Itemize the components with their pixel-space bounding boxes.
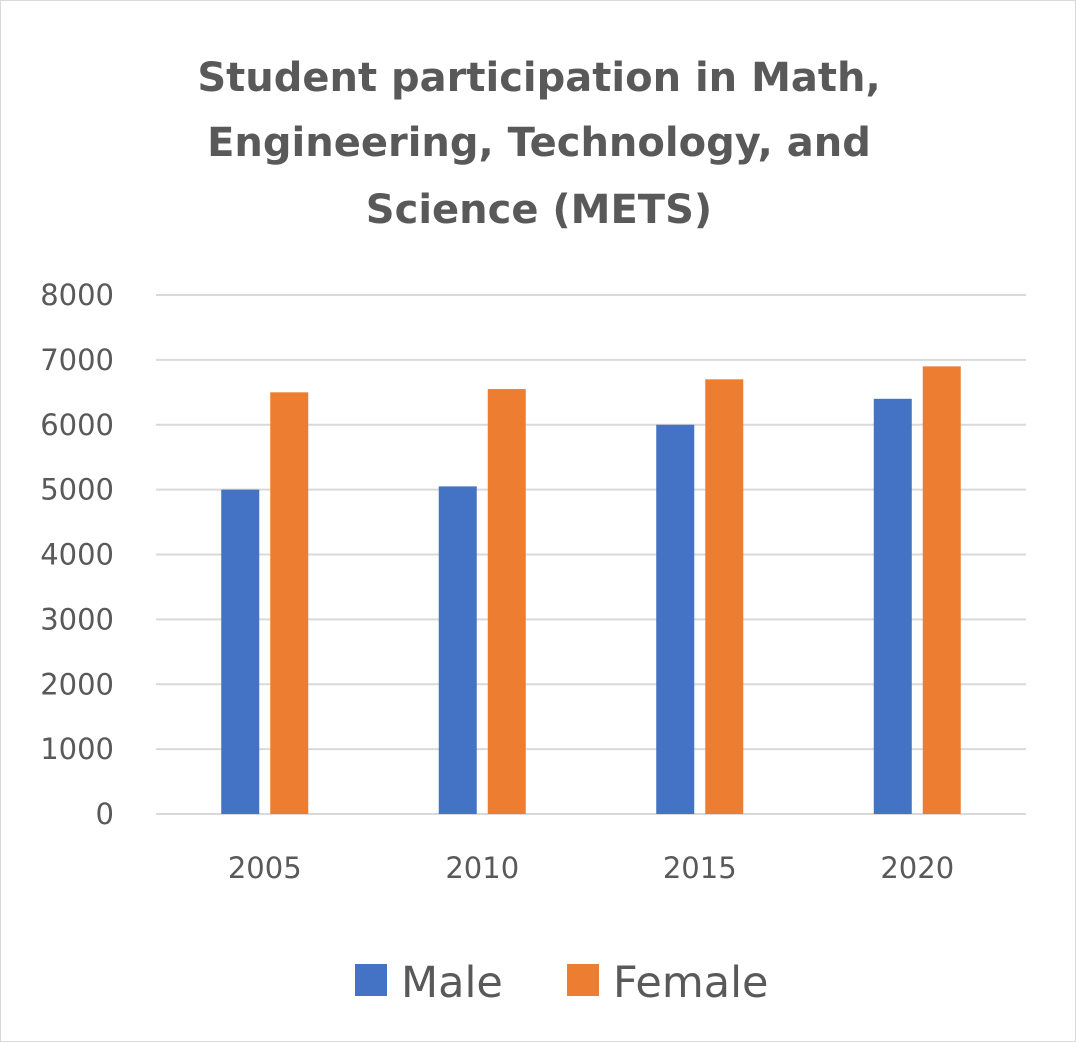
x-tick-label: 2020 — [880, 851, 954, 885]
bar-female-2005 — [270, 392, 309, 814]
x-tick-label: 2015 — [663, 851, 737, 885]
chart-title: Student participation in Math, Engineeri… — [197, 55, 880, 233]
bar-male-2010 — [438, 486, 477, 814]
y-tick-label: 2000 — [40, 667, 114, 701]
legend-label-male: Male — [401, 958, 503, 1008]
legend-label-female: Female — [613, 958, 768, 1008]
y-tick-label: 4000 — [40, 538, 114, 572]
y-tick-label: 3000 — [40, 602, 114, 636]
legend-swatch-female — [567, 964, 599, 996]
y-tick-label: 6000 — [40, 408, 114, 442]
y-tick-label: 7000 — [40, 343, 114, 377]
bar-male-2020 — [873, 398, 912, 814]
bar-female-2015 — [705, 379, 744, 814]
legend: Male Female — [355, 958, 768, 1008]
x-axis-ticks: 2005 2010 2015 2020 — [228, 851, 954, 885]
chart-title-line-1: Student participation in Math, — [197, 55, 880, 101]
x-tick-label: 2010 — [445, 851, 519, 885]
y-tick-label: 8000 — [40, 278, 114, 312]
y-tick-label: 1000 — [40, 732, 114, 766]
y-tick-label: 5000 — [40, 473, 114, 507]
y-axis-ticks: 0 1000 2000 3000 4000 5000 6000 7000 8000 — [40, 278, 114, 831]
bar-male-2005 — [221, 489, 260, 814]
chart-title-line-2: Engineering, Technology, and — [207, 120, 871, 166]
bar-female-2020 — [922, 366, 961, 814]
legend-swatch-male — [355, 964, 387, 996]
y-tick-label: 0 — [96, 797, 114, 831]
bar-female-2010 — [487, 389, 526, 814]
bars — [221, 366, 961, 814]
chart-title-line-3: Science (METS) — [366, 187, 712, 233]
bar-male-2015 — [656, 424, 695, 814]
x-tick-label: 2005 — [228, 851, 302, 885]
